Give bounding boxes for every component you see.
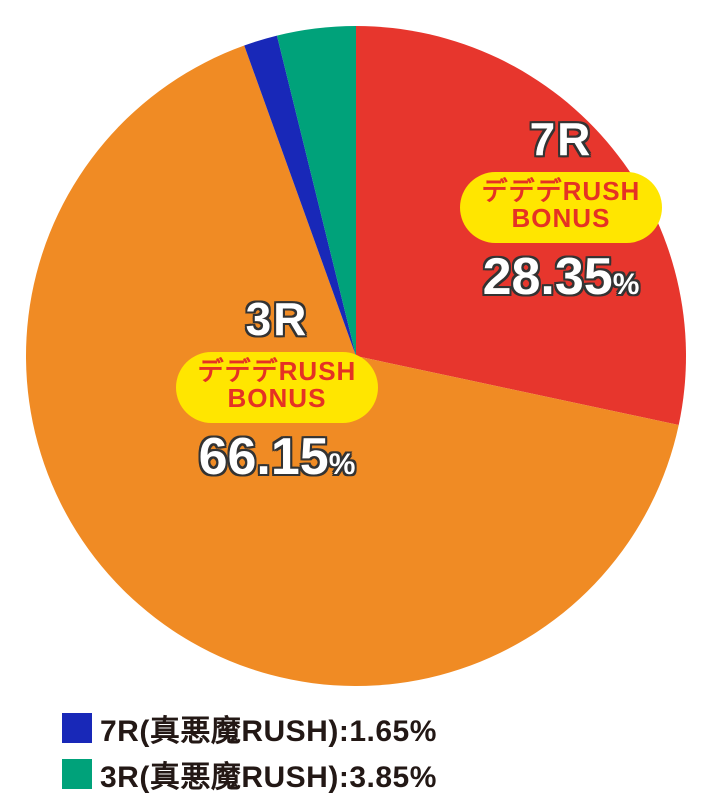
slice-title-3r: 3R <box>152 292 402 346</box>
pct-unit-3r: % <box>329 448 356 481</box>
legend: 7R(真悪魔RUSH):1.65% 3R(真悪魔RUSH):3.85% <box>62 706 437 798</box>
slice-label-7r: 7R デデデRUSH BONUS 28.35% <box>436 112 686 307</box>
slice-pct-7r: 28.35% <box>436 247 686 307</box>
pct-number-7r: 28.35 <box>483 248 613 306</box>
badge-line1-3r: デデデRUSH <box>198 356 357 386</box>
legend-text-7r: 7R(真悪魔RUSH):1.65% <box>100 706 437 750</box>
slice-badge-7r: デデデRUSH BONUS <box>460 172 663 243</box>
slice-title-7r: 7R <box>436 112 686 166</box>
slice-label-3r: 3R デデデRUSH BONUS 66.15% <box>152 292 402 487</box>
pct-unit-7r: % <box>613 268 640 301</box>
slice-badge-3r: デデデRUSH BONUS <box>176 352 379 423</box>
pct-number-3r: 66.15 <box>199 428 329 486</box>
badge-line1-7r: デデデRUSH <box>482 176 641 206</box>
slice-pct-3r: 66.15% <box>152 427 402 487</box>
badge-line2-3r: BONUS <box>228 383 327 413</box>
legend-swatch-7r <box>62 713 92 743</box>
legend-text-3r: 3R(真悪魔RUSH):3.85% <box>100 752 437 796</box>
legend-row-7r: 7R(真悪魔RUSH):1.65% <box>62 706 437 750</box>
pie-chart: 7R デデデRUSH BONUS 28.35% 3R デデデRUSH BONUS… <box>16 16 696 696</box>
legend-swatch-3r <box>62 759 92 789</box>
legend-row-3r: 3R(真悪魔RUSH):3.85% <box>62 752 437 796</box>
badge-line2-7r: BONUS <box>512 203 611 233</box>
